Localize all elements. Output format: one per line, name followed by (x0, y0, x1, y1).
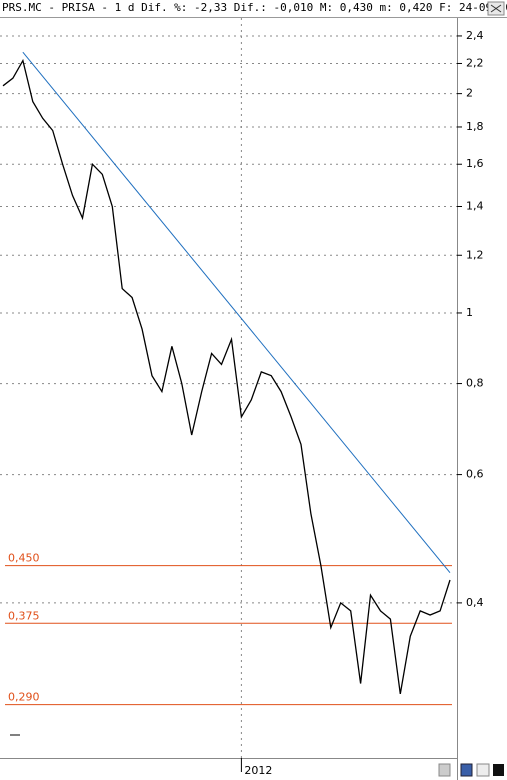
plot: 2,4 2,2 2 1,8 1,6 1,4 1,2 1 0,8 0,6 0,4 2012 0,450 0,… (0, 18, 484, 777)
y-tick-label: 2,2 (466, 56, 484, 69)
y-tick-label: 1,6 (466, 157, 484, 170)
y-tick-label: 0,4 (466, 596, 484, 609)
y-tick-label: 1,8 (466, 120, 484, 133)
x-tick-label: 2012 (244, 764, 272, 777)
y-tick-label: 0,8 (466, 377, 484, 390)
y-tick-label: 2 (466, 87, 473, 100)
trendline (22, 51, 451, 574)
y-tick-label: 1,2 (466, 248, 484, 261)
y-tick-label: 1 (466, 306, 473, 319)
level-label: 0,450 (8, 552, 40, 565)
close-icon (490, 4, 502, 13)
price-line (2, 58, 451, 695)
y-tick-label: 1,4 (466, 199, 484, 212)
chart-title: PRS.MC - PRISA - 1 d Dif. %: -2,33 Dif.:… (2, 1, 507, 14)
tool-icon[interactable] (438, 763, 451, 777)
y-tick-label: 0,6 (466, 468, 484, 481)
level-label: 0,290 (8, 691, 40, 704)
save-icon[interactable] (460, 763, 473, 777)
zoom-icon[interactable] (476, 763, 490, 777)
y-tick-label: 2,4 (466, 29, 484, 42)
color-icon[interactable] (493, 764, 504, 776)
level-label: 0,375 (8, 609, 40, 622)
